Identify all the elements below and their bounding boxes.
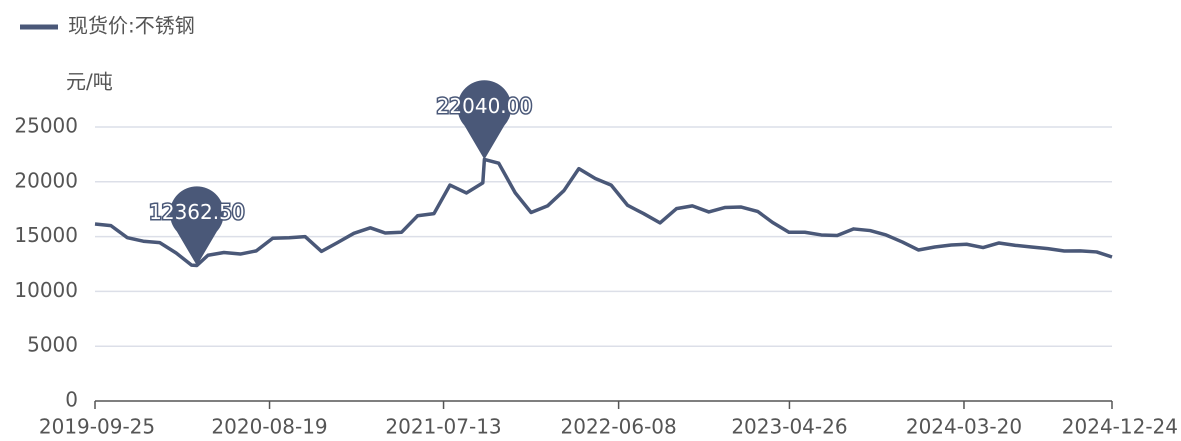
x-tick-label: 2019-09-25: [39, 415, 155, 439]
series-line: [94, 157, 1113, 268]
y-tick-label: 25000: [14, 114, 78, 138]
x-tick-label: 2020-08-19: [211, 415, 327, 439]
y-tick-label: 20000: [14, 168, 78, 192]
marker-pin: [457, 80, 512, 160]
y-tick-label: 5000: [27, 333, 78, 357]
y-tick-label: 0: [65, 388, 78, 412]
x-tick-label: 2024-03-20: [906, 415, 1022, 439]
marker-label: 22040.00: [437, 94, 532, 118]
marker-pin: [169, 186, 224, 266]
x-tick-label: 2024-12-24: [1062, 415, 1178, 439]
marker-label: 12362.50: [149, 200, 244, 224]
y-tick-label: 10000: [14, 278, 78, 302]
legend-label: 现货价:不锈钢: [68, 14, 195, 38]
x-tick-label: 2023-04-26: [731, 415, 847, 439]
x-tick-label: 2021-07-13: [385, 415, 501, 439]
y-axis-label: 元/吨: [66, 70, 113, 94]
x-tick-label: 2022-06-08: [561, 415, 677, 439]
y-tick-label: 15000: [14, 223, 78, 247]
